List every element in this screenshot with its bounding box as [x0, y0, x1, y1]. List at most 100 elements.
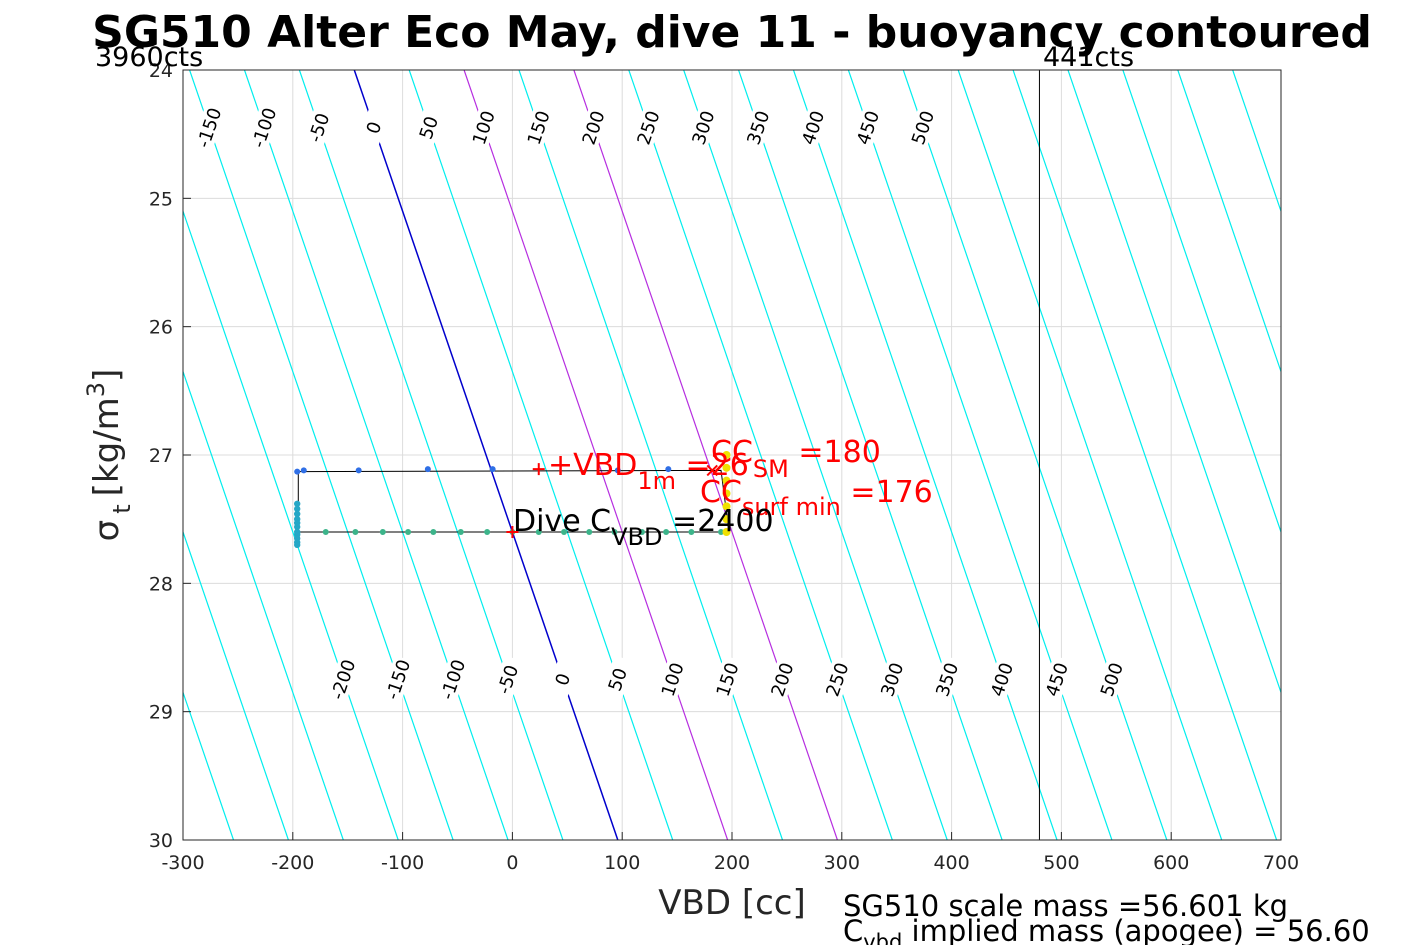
y-tick-label: 25: [149, 188, 173, 210]
x-tick-label: 300: [824, 852, 860, 874]
contour-label-bg: [325, 655, 360, 704]
contour-label-bg: [795, 103, 830, 152]
contour-line: [518, 70, 784, 840]
cc-surf-prefix: CC: [700, 475, 742, 510]
ascent-point: [352, 529, 359, 535]
x-tick-label: 700: [1263, 852, 1299, 874]
contour-label-bg: [984, 655, 1019, 704]
bottom-point: [293, 500, 301, 507]
descent-point: [614, 467, 621, 474]
ascent-point: [484, 529, 491, 535]
x-tick-label: -100: [381, 852, 424, 874]
ascent-point: [379, 529, 386, 535]
contour-line: [957, 70, 1223, 840]
dive-c-vbd-value: =2400: [663, 504, 774, 539]
x-tick-label: 500: [1043, 852, 1079, 874]
y-axis-label-units: [kg/m: [87, 397, 127, 496]
contour-label-bottom: 400: [984, 655, 1019, 704]
contour-label-bg: [710, 655, 745, 704]
descent-point: [424, 466, 431, 473]
dive-data: [293, 70, 1040, 840]
contour-label-bg: [874, 655, 909, 704]
contour-line: [683, 70, 948, 840]
contour-line: [1012, 70, 1278, 840]
contour-line: [298, 70, 564, 840]
bottom-point: [293, 505, 301, 513]
x-axis-label: VBD [cc]: [658, 883, 806, 923]
y-tick-label: 30: [149, 830, 173, 852]
contour-label-bg: [545, 655, 580, 704]
y-tick-label: 26: [149, 317, 173, 339]
dive-c-vbd-marker: [506, 526, 519, 538]
ascent-point: [688, 529, 695, 535]
y-tick-label: 24: [149, 60, 173, 82]
ascent-point: [718, 529, 725, 535]
y-axis-label-subscript: t: [108, 504, 136, 513]
contour-label-bg: [685, 103, 721, 152]
svg-text:σt[kg/m3]: σt [kg/m3]: [82, 369, 136, 542]
descent-point: [665, 466, 672, 473]
vbd-1m-sub: 1m: [637, 467, 676, 495]
contour-line: [738, 70, 1003, 840]
vbd-1m-end-marker: [706, 464, 718, 477]
x-tick-label: 200: [714, 852, 750, 874]
descent-point: [489, 466, 496, 473]
surface-point: [722, 515, 731, 524]
surface-point: [722, 489, 731, 498]
contour-line: [1122, 70, 1281, 534]
buoyancy-contours: [183, 70, 1281, 840]
surface-point: [722, 528, 731, 536]
contour-label-bg: [764, 655, 800, 704]
contour-label-bottom: 0: [545, 655, 580, 704]
contour-label-bg: [466, 103, 501, 152]
contour-label-bg: [411, 103, 446, 152]
contour-label-bg: [521, 103, 556, 152]
contour-label-bg: [356, 103, 391, 152]
cc-sm-prefix: CC: [711, 435, 753, 470]
contour-label-top: 0: [356, 103, 391, 152]
bottom-point: [293, 523, 301, 531]
contour-label-top: -50: [301, 103, 336, 152]
ascent-point: [638, 529, 645, 535]
implied-mass-prefix: C: [843, 914, 863, 945]
contour-line: [1232, 70, 1281, 214]
contour-line: [189, 70, 454, 840]
ascent-point: [322, 529, 329, 535]
cc-sm-value: =180: [789, 435, 881, 470]
contour-line: [1177, 70, 1281, 374]
y-axis-label-superscript: 3: [82, 382, 110, 397]
dive-c-vbd-sub: VBD: [611, 523, 662, 551]
cc-surf-value: =176: [841, 475, 933, 510]
chart-title: SG510 Alter Eco May, dive 11 - buoyancy …: [92, 7, 1372, 58]
surface-point: [722, 451, 731, 459]
contour-label-bg: [191, 103, 226, 152]
cc-sm-sub: SM: [753, 455, 789, 483]
descent-point: [355, 467, 362, 474]
contour-line: [792, 70, 1058, 840]
axis-ticks: -300 -200 -100 0 100 200 300 400 500 600 700242526…: [149, 60, 1299, 874]
x-tick-label: 400: [933, 852, 969, 874]
max-counts-label: 441cts: [1043, 42, 1134, 73]
surface-point: [722, 502, 731, 511]
contour-label-bg: [600, 655, 635, 704]
contour-line: [628, 70, 893, 840]
vbd-1m-prefix: +VBD: [548, 448, 637, 483]
contour-label-bg: [905, 103, 940, 152]
ascent-point: [561, 529, 568, 535]
ascent-point: [611, 529, 618, 535]
contour-label-bg: [740, 103, 775, 152]
contour-label-bg: [850, 103, 885, 152]
contour-label-bg: [380, 655, 415, 704]
contour-label-bg: [576, 103, 611, 152]
cc-surf-annotation: CCsurf min =176: [700, 475, 933, 521]
y-axis-label: σt [kg/m3]: [82, 369, 136, 542]
ascent-point: [457, 529, 464, 535]
scale-mass-text: SG510 scale mass =56.601 kg: [843, 889, 1288, 923]
ascent-point: [430, 529, 437, 535]
contour-label-bg: [655, 655, 690, 704]
ascent-point: [586, 529, 593, 535]
dive-c-vbd-prefix: Dive C: [513, 504, 611, 539]
contour-label-bg: [435, 655, 470, 704]
vbd-1m-value: =26: [676, 448, 749, 483]
